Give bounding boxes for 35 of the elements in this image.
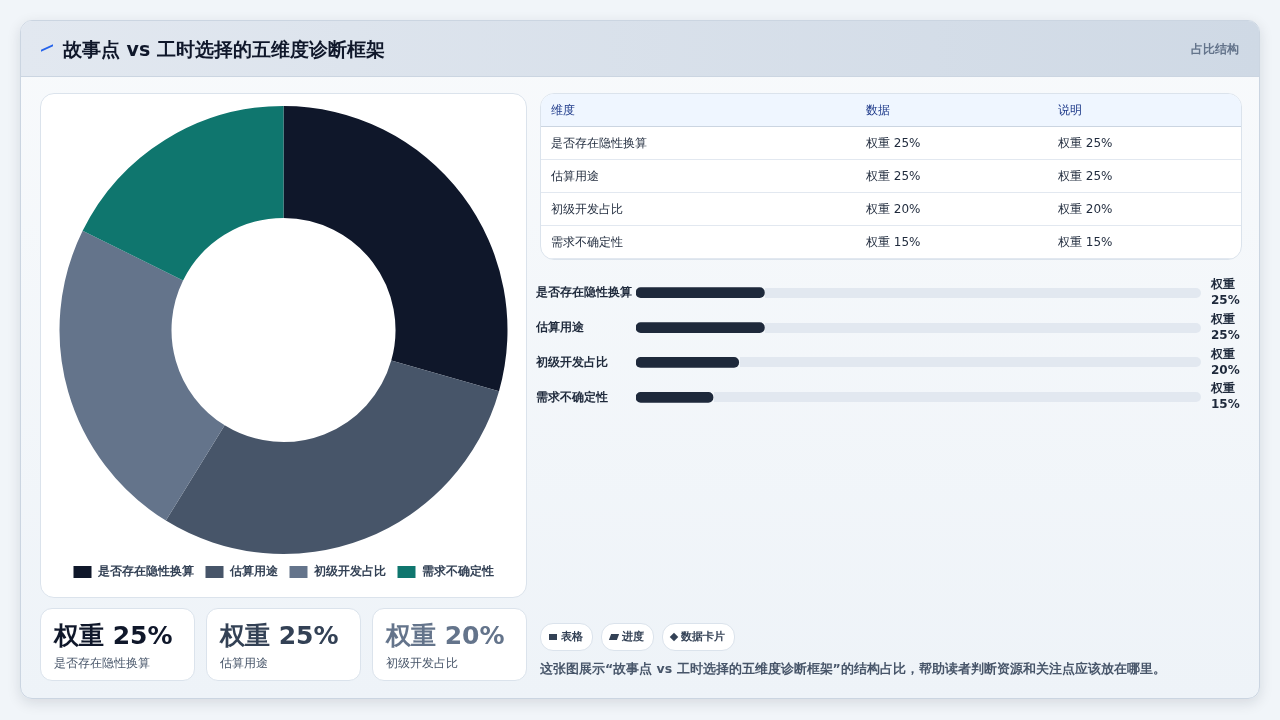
- text: 权重 25%: [54, 620, 173, 652]
- data-label: 权重 25%: [1210, 311, 1240, 342]
- y-tick-label: 估算用途: [535, 319, 585, 334]
- text: 权重 25%: [1048, 160, 1241, 193]
- legend-label: 是否存在隐性换算: [96, 564, 194, 579]
- text: 权重 25%: [856, 160, 1048, 193]
- text: 权重 25%: [220, 620, 339, 652]
- text: 数据: [856, 94, 1048, 127]
- text: 进度: [622, 630, 644, 643]
- data-label: 权重 15%: [1210, 381, 1240, 412]
- text: 是否存在隐性换算: [54, 655, 150, 672]
- text: 数据卡片: [681, 630, 725, 643]
- legend-label: 初级开发占比: [312, 564, 386, 579]
- y-tick-label: 需求不确定性: [536, 389, 608, 404]
- text: 说明: [1048, 94, 1241, 127]
- text: 权重 15%: [1048, 226, 1241, 259]
- text: 权重 25%: [1048, 127, 1241, 160]
- legend-label: 估算用途: [228, 564, 279, 579]
- y-tick-label: 是否存在隐性换算: [535, 284, 632, 299]
- text: 表格: [561, 630, 583, 643]
- text: 权重 20%: [386, 620, 505, 652]
- text: 权重 20%: [1048, 193, 1241, 226]
- text: 估算用途: [220, 655, 268, 672]
- text: 初级开发占比: [386, 655, 458, 672]
- data-label: 权重 20%: [1210, 346, 1240, 377]
- text: 维度: [541, 94, 856, 127]
- data-label: 权重 25%: [1210, 276, 1240, 307]
- text: 权重 20%: [856, 193, 1048, 226]
- text: 权重 25%: [856, 127, 1048, 160]
- y-tick-label: 初级开发占比: [535, 354, 608, 369]
- text: 权重 15%: [856, 226, 1048, 259]
- text: 占比结构: [1191, 41, 1239, 58]
- legend-label: 需求不确定性: [421, 564, 494, 579]
- text: 故事点 vs 工时选择的五维度诊断框架: [63, 37, 385, 62]
- text: 这张图展示“故事点 vs 工时选择的五维度诊断框架”的结构占比，帮助读者判断资源和关注点应该放在哪里。: [540, 661, 1166, 678]
